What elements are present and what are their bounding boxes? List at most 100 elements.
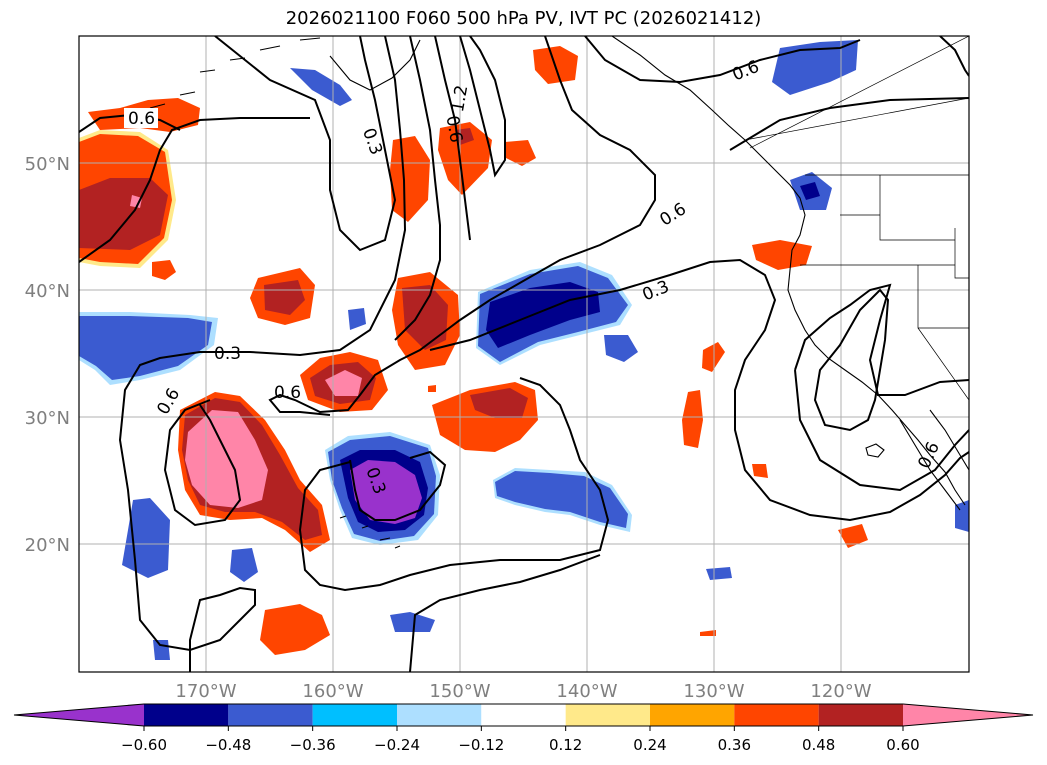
negative-anomaly-region: [350, 460, 422, 524]
negative-anomaly-region: [390, 612, 435, 632]
contour-line: [459, 36, 506, 178]
negative-anomaly-region: [79, 316, 212, 380]
ivt-contours: [79, 36, 969, 672]
positive-anomaly-region: [838, 524, 868, 548]
negative-anomaly-region: [290, 68, 352, 106]
contour-labels: 0.6 0.3 0.6 1.2 0.6 0.6 0.3 0.3 0.6 0.6 …: [124, 57, 944, 497]
contour-line: [813, 288, 890, 432]
negative-anomaly-region: [955, 500, 969, 532]
negative-anomaly-region: [486, 282, 600, 348]
map-title: 2026021100 F060 500 hPa PV, IVT PC (2026…: [285, 8, 762, 29]
contour-label: 0.6: [914, 439, 944, 472]
contour-line: [214, 36, 397, 252]
gulf-california: [929, 409, 969, 471]
colorbar-segment: [312, 704, 397, 726]
colorbar-segment: [481, 704, 566, 726]
colorbar-segment: [734, 704, 819, 726]
aleutian-coast: [149, 37, 321, 109]
positive-anomaly-region: [428, 385, 436, 392]
colorbar-segment: [565, 704, 650, 726]
negative-anomaly-region: [706, 567, 732, 580]
positive-anomaly-region: [505, 140, 536, 166]
contour-line: [794, 369, 969, 492]
colorbar-tick-label: −0.24: [374, 736, 420, 754]
lon-label: 160°W: [302, 681, 363, 702]
negative-anomaly-region: [230, 548, 258, 582]
contour-line: [163, 399, 242, 527]
lon-label: 170°W: [175, 681, 236, 702]
contour-line: [939, 36, 969, 77]
positive-anomaly-region: [325, 370, 362, 396]
state-borders: [800, 175, 969, 401]
positive-anomaly-region: [402, 285, 448, 350]
colorbar-tick-label: 0.24: [633, 736, 666, 754]
contour-label: 0.6: [128, 109, 155, 129]
contour-line: [349, 450, 447, 521]
colorbar-tick-label: −0.48: [205, 736, 251, 754]
contour-label: 0.6: [274, 383, 301, 403]
hawaii-islands: [339, 515, 401, 549]
negative-anomaly-region: [772, 40, 858, 95]
coastlines: [149, 36, 969, 549]
lon-label: 150°W: [429, 681, 490, 702]
contour-line: [298, 377, 610, 592]
positive-anomaly-region: [682, 390, 703, 448]
baja-coast: [899, 419, 961, 511]
contour-label: 1.2: [448, 84, 472, 114]
latitude-labels: 50°N 40°N 30°N 20°N: [25, 154, 70, 556]
contour-line: [394, 36, 441, 341]
gridlines: [79, 36, 969, 672]
contour-line: [268, 36, 656, 416]
contour-line: [794, 283, 969, 396]
island-outline: [865, 443, 885, 458]
colorbar-extend-low: [14, 704, 144, 726]
longitude-labels: 170°W 160°W 150°W 140°W 130°W 120°W: [175, 681, 871, 702]
contour-line: [584, 36, 861, 84]
colorbar-tick-label: 0.12: [549, 736, 582, 754]
lon-label: 140°W: [556, 681, 617, 702]
map-layers: 0.6 0.3 0.6 1.2 0.6 0.6 0.3 0.3 0.6 0.6 …: [79, 36, 969, 672]
colorbar: −0.60 −0.48 −0.36 −0.24 −0.12 0.12 0.24 0.36 0.4…: [13, 703, 1034, 754]
positive-anomaly-region: [438, 122, 492, 195]
lat-label: 50°N: [25, 154, 70, 175]
colorbar-tick-label: 0.36: [718, 736, 751, 754]
colorbar-extend-high: [903, 704, 1033, 726]
positive-anomaly-region: [752, 240, 812, 270]
lon-label: 130°W: [683, 681, 744, 702]
colorbar-segment: [650, 704, 735, 726]
contour-line: [409, 554, 601, 672]
positive-anomaly-region: [79, 178, 168, 250]
negative-anomaly-region: [348, 308, 366, 330]
positive-anomaly-region: [700, 630, 716, 636]
contour-line: [729, 97, 969, 151]
positive-anomaly-region: [470, 388, 528, 418]
positive-anomaly-region: [260, 604, 330, 655]
pv-fill-layer: [79, 40, 969, 660]
colorbar-tick-label: 0.48: [802, 736, 835, 754]
positive-anomaly-region: [130, 195, 142, 208]
colorbar-tick-label: −0.12: [458, 736, 504, 754]
positive-anomaly-region: [264, 280, 305, 315]
alaska-coast: [329, 39, 421, 91]
lat-label: 30°N: [25, 408, 70, 429]
contour-label: 0.3: [640, 277, 673, 306]
colorbar-segment: [818, 704, 903, 726]
contour-line: [79, 117, 310, 263]
borders: [744, 36, 969, 401]
positive-anomaly-region: [390, 136, 430, 222]
positive-anomaly-region: [152, 260, 176, 280]
colorbar-tick-label: −0.60: [121, 736, 167, 754]
contour-label: 0.6: [656, 199, 690, 230]
negative-anomaly-region: [604, 335, 638, 362]
north-america-coastline: [611, 36, 966, 506]
negative-anomaly-region: [800, 182, 820, 200]
lon-label: 120°W: [810, 681, 871, 702]
contour-line: [118, 36, 407, 672]
lat-label: 20°N: [25, 535, 70, 556]
positive-anomaly-region: [752, 464, 768, 478]
colorbar-tick-label: −0.36: [290, 736, 336, 754]
contour-line: [434, 36, 471, 241]
label-bg: [124, 108, 158, 128]
bc-border: [744, 36, 969, 149]
